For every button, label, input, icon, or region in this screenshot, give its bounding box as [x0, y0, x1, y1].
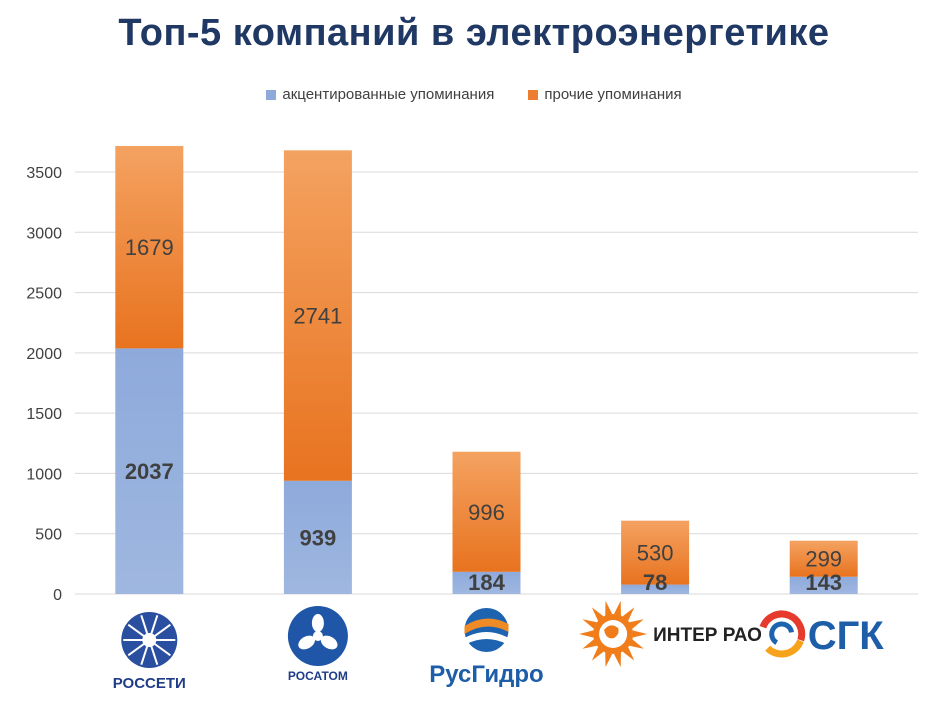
logo-text-rosatom: РОСАТОМ: [288, 669, 348, 683]
rosseti-logo-icon: [121, 612, 178, 668]
logo-text-rushydro: РусГидро: [429, 661, 543, 688]
y-tick-label: 3000: [26, 225, 62, 242]
data-label-other: 996: [468, 500, 505, 525]
rushydro-logo-icon: [464, 608, 509, 652]
data-label-other: 299: [805, 547, 842, 572]
y-tick-label: 2000: [26, 346, 62, 363]
data-label-accent: 78: [643, 570, 667, 595]
data-label-accent: 184: [468, 570, 505, 595]
bar-accent: [452, 571, 521, 594]
y-tick-label: 500: [35, 527, 62, 544]
company-logos: РОССЕТИ РОСАТОМ РусГидро ИНТЕР РАО СГК: [113, 600, 885, 692]
y-tick-label: 2500: [26, 286, 62, 303]
bar-other: [283, 150, 352, 481]
legend-label-accent: акцентированные упоминания: [282, 86, 495, 103]
interrao-logo-icon: [579, 600, 648, 668]
chart-title: Топ-5 компаний в электроэнергетике: [118, 12, 830, 54]
data-label-accent: 939: [300, 525, 337, 550]
legend-item-accent: акцентированные упоминания: [266, 86, 494, 103]
bars: [115, 145, 858, 594]
bar-accent: [621, 584, 690, 594]
logo-text-rosseti: РОССЕТИ: [113, 675, 186, 692]
y-axis-ticks: 0 500 1000 1500 2000 2500 3000 3500: [26, 165, 62, 604]
bar-other: [452, 451, 521, 572]
sgk-logo-icon: [758, 610, 806, 658]
data-label-other: 2741: [293, 304, 342, 329]
bar-accent: [789, 576, 858, 594]
logo-text-sgk: СГК: [808, 614, 885, 658]
bar-other: [115, 145, 184, 349]
y-tick-label: 3500: [26, 165, 62, 182]
data-label-accent: 143: [805, 570, 842, 595]
data-label-accent: 2037: [125, 459, 174, 484]
data-label-other: 1679: [125, 235, 174, 260]
bar-accent: [115, 348, 184, 594]
legend-item-other: прочие упоминания: [528, 86, 682, 103]
y-tick-label: 0: [53, 587, 62, 604]
rosatom-logo-icon: [287, 606, 348, 666]
data-label-other: 530: [637, 541, 674, 566]
legend-swatch-other: [528, 89, 539, 100]
y-tick-label: 1500: [26, 406, 62, 423]
legend: акцентированные упоминания прочие упомин…: [0, 86, 948, 103]
legend-label-other: прочие упоминания: [544, 86, 682, 103]
legend-swatch-accent: [266, 89, 277, 100]
bar-other: [789, 540, 858, 577]
bar-other: [621, 520, 690, 585]
bar-accent: [283, 480, 352, 594]
logo-text-interrao: ИНТЕР РАО: [653, 625, 762, 646]
y-tick-label: 1000: [26, 466, 62, 483]
